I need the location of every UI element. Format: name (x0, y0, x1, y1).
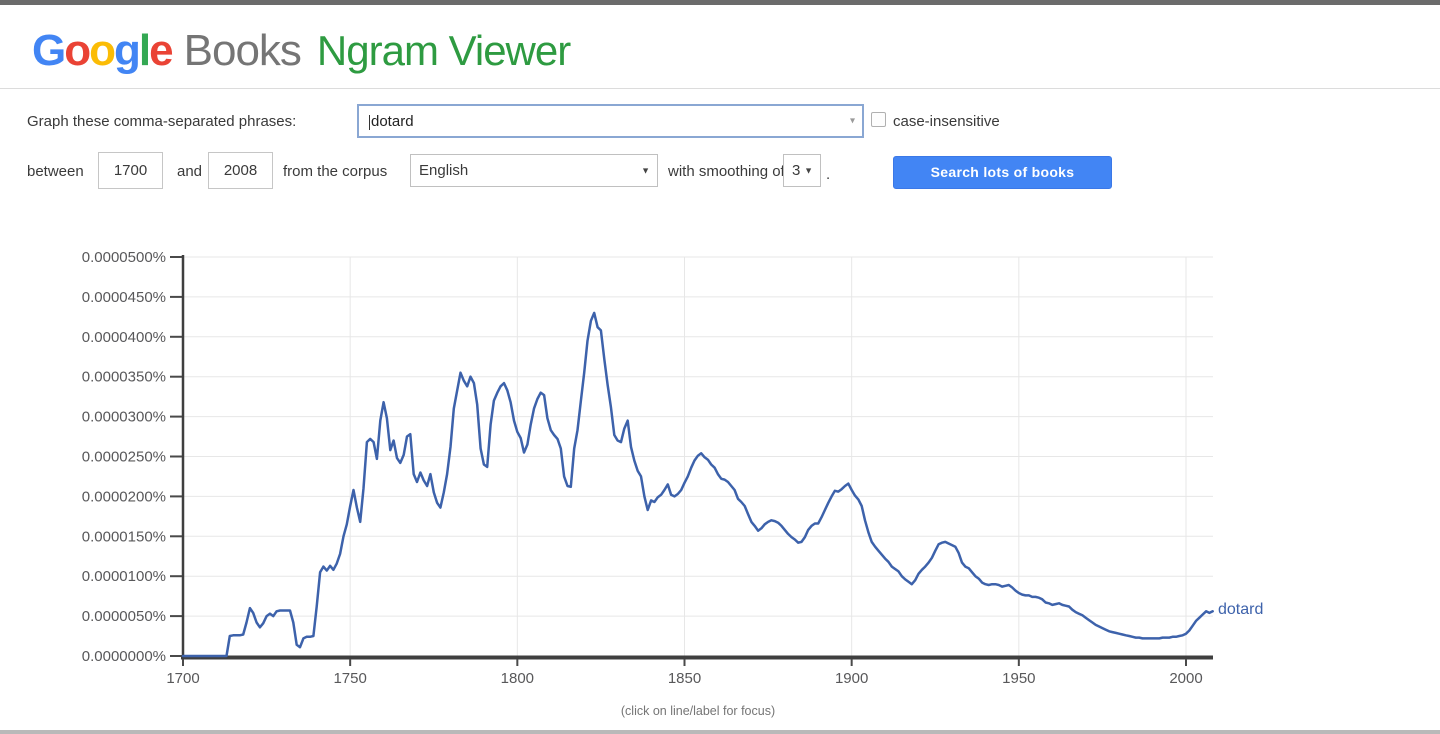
x-axis-label: 1850 (668, 670, 701, 687)
x-axis-label: 1700 (166, 670, 199, 687)
logo-letter: o (64, 26, 91, 75)
y-axis-label: 0.0000250% (82, 449, 166, 466)
x-axis-label: 1750 (333, 670, 366, 687)
smoothing-selected-value: 3 (792, 162, 801, 179)
x-axis-label: 1950 (1002, 670, 1035, 687)
logo-letter: e (149, 26, 174, 75)
google-logo: Google (32, 26, 174, 75)
bottom-divider (0, 730, 1440, 734)
smoothing-label: with smoothing of (668, 163, 785, 180)
corpus-label: from the corpus (283, 163, 388, 180)
text-caret (369, 114, 370, 130)
corpus-selected-value: English (419, 162, 469, 179)
app-logo: Google Books Ngram Viewer (32, 26, 571, 80)
phrase-label: Graph these comma-separated phrases: (27, 113, 297, 130)
header-divider (0, 88, 1440, 89)
case-insensitive-checkbox[interactable] (871, 112, 886, 127)
top-bar (0, 0, 1440, 5)
between-label: between (27, 163, 84, 180)
y-axis-label: 0.0000300% (82, 409, 166, 426)
phrase-value: dotard (369, 113, 414, 130)
logo-letter: G (32, 26, 66, 75)
year-from-input[interactable]: 1700 (98, 152, 163, 189)
year-to-input[interactable]: 2008 (208, 152, 273, 189)
logo-letter: g (114, 26, 141, 75)
y-axis-label: 0.0000050% (82, 608, 166, 625)
x-axis-label: 1800 (501, 670, 534, 687)
y-axis-label: 0.0000100% (82, 568, 166, 585)
y-axis-label: 0.0000400% (82, 329, 166, 346)
search-button[interactable]: Search lots of books (893, 156, 1112, 189)
x-axis-label: 1900 (835, 670, 868, 687)
corpus-select[interactable]: English ▼ (410, 154, 658, 187)
y-axis-label: 0.0000350% (82, 369, 166, 386)
y-axis-label: 0.0000150% (82, 528, 166, 545)
smoothing-select[interactable]: 3 ▼ (783, 154, 821, 187)
and-label: and (177, 163, 203, 180)
books-logo-text: Books (183, 26, 302, 75)
case-insensitive-label: case-insensitive (893, 113, 1000, 130)
dropdown-arrow-icon: ▼ (641, 165, 650, 175)
y-axis-label: 0.0000000% (82, 648, 166, 665)
y-axis-label: 0.0000200% (82, 488, 166, 505)
series-line-dotard[interactable] (181, 311, 1214, 658)
logo-letter: o (89, 26, 116, 75)
chart-footnote: (click on line/label for focus) (621, 704, 775, 718)
x-axis-label: 2000 (1169, 670, 1202, 687)
y-axis-label: 0.0000500% (82, 249, 166, 266)
chevron-down-icon[interactable]: ▾ (849, 115, 855, 127)
series-end-label[interactable]: dotard (1218, 601, 1263, 618)
dropdown-arrow-icon: ▼ (804, 165, 813, 175)
phrase-input[interactable]: dotard ▾ (357, 104, 864, 138)
period-text: . (826, 166, 831, 183)
logo-letter: l (138, 26, 151, 75)
y-axis-label: 0.0000450% (82, 289, 166, 306)
ngram-viewer-title: Ngram Viewer (316, 27, 571, 74)
